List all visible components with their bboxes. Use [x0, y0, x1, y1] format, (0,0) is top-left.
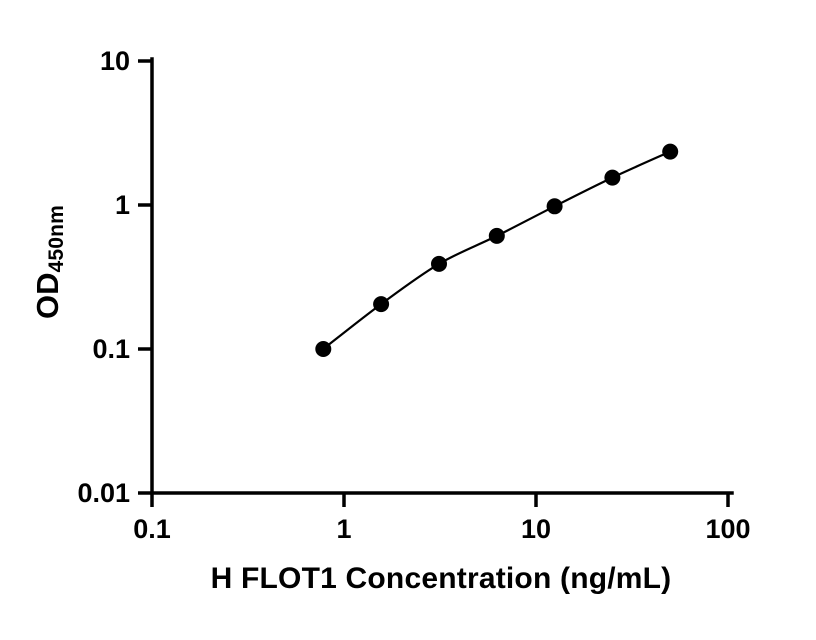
x-tick-label: 100	[705, 514, 750, 544]
axis-frame	[150, 57, 734, 495]
x-tick-label: 10	[521, 514, 551, 544]
y-axis-title-subscript: 450nm	[45, 204, 68, 273]
data-point	[373, 296, 390, 313]
x-tick-label: 0.1	[133, 514, 171, 544]
x-tick-label: 1	[336, 514, 351, 544]
y-tick-label: 0.1	[92, 334, 130, 364]
data-point	[431, 255, 447, 272]
x-axis-title: H FLOT1 Concentration (ng/mL)	[210, 562, 672, 595]
y-tick-label: 0.01	[77, 478, 130, 508]
y-tick-label: 10	[100, 46, 130, 76]
data-point	[488, 227, 505, 244]
y-axis-title: OD450nm	[30, 204, 68, 320]
y-tick-label: 1	[115, 190, 130, 220]
data-point	[546, 198, 563, 215]
y-axis-title-main: OD	[30, 272, 65, 320]
data-point	[662, 143, 679, 160]
data-point	[315, 341, 332, 357]
data-point	[604, 169, 621, 186]
